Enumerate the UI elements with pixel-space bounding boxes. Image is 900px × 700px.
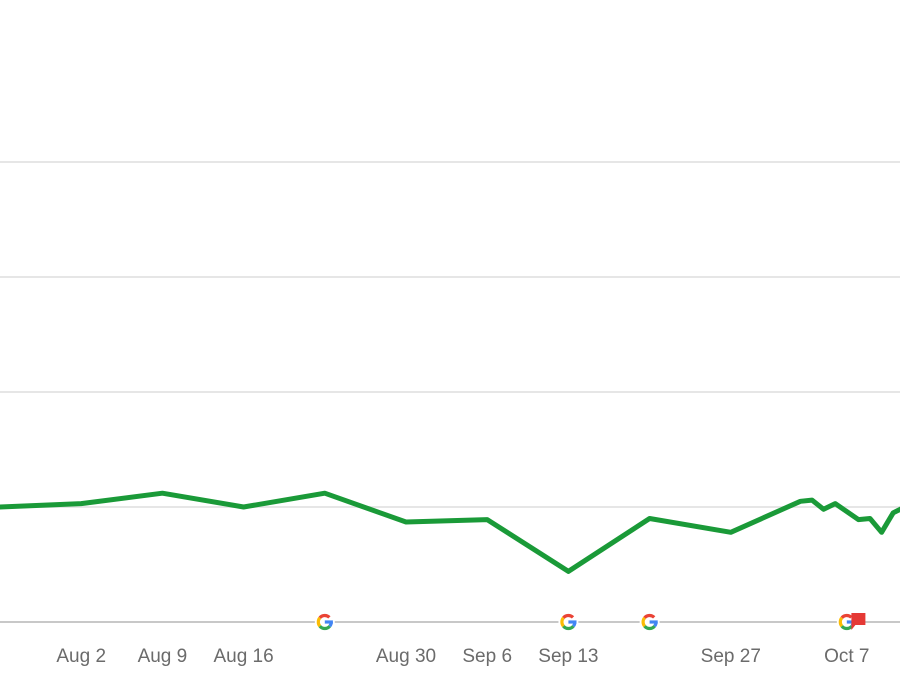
annotation-markers (314, 612, 866, 632)
google-update-icon[interactable] (639, 612, 660, 632)
x-tick-label: Aug 2 (56, 646, 106, 667)
series-line (0, 490, 900, 574)
x-tick-label: Sep 6 (462, 646, 512, 667)
x-tick-labels: Aug 2 Aug 9 Aug 16 Aug 30 Sep 6 Sep 13 Sep 27 O… (56, 646, 869, 667)
x-tick-label: Aug 16 (213, 646, 273, 667)
x-tick-label: Aug 9 (138, 646, 188, 667)
x-tick-label: Oct 7 (824, 646, 869, 667)
series-layer (0, 490, 900, 574)
google-update-icon[interactable] (558, 612, 579, 632)
x-tick-label: Aug 30 (376, 646, 436, 667)
x-tick-label: Sep 27 (701, 646, 761, 667)
x-tick-label: Sep 13 (538, 646, 598, 667)
red-flag-icon[interactable] (851, 613, 866, 630)
google-update-icon[interactable] (314, 612, 335, 632)
gridlines (0, 161, 900, 508)
